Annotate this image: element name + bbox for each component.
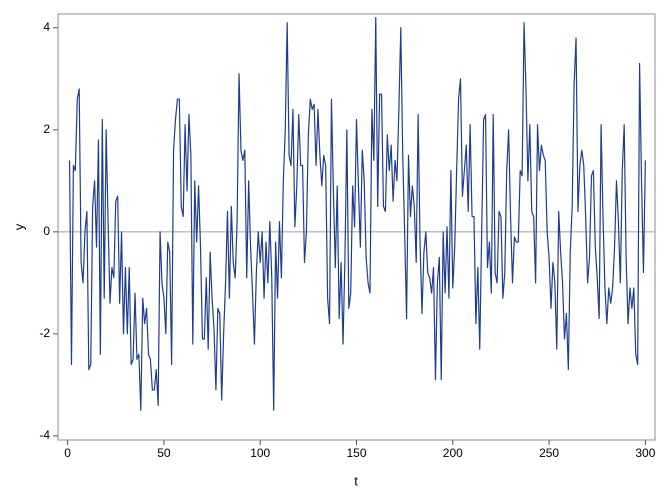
- y-axis-title: y: [11, 223, 26, 230]
- series-line: [68, 16, 646, 412]
- x-tick-label: 150: [346, 446, 366, 460]
- y-tick-label: 2: [43, 122, 50, 136]
- y-tick-label: 4: [43, 20, 50, 34]
- x-tick-label: 100: [250, 446, 270, 460]
- x-tick-label: 300: [635, 446, 655, 460]
- y-tick-label: 0: [43, 224, 50, 238]
- x-tick-label: 200: [443, 446, 463, 460]
- y-tick-label: -4: [39, 428, 50, 442]
- x-tick-label: 50: [157, 446, 171, 460]
- x-tick-label: 0: [64, 446, 71, 460]
- y-tick-label: -2: [39, 326, 50, 340]
- x-axis-title: t: [354, 473, 358, 488]
- x-tick-label: 250: [539, 446, 559, 460]
